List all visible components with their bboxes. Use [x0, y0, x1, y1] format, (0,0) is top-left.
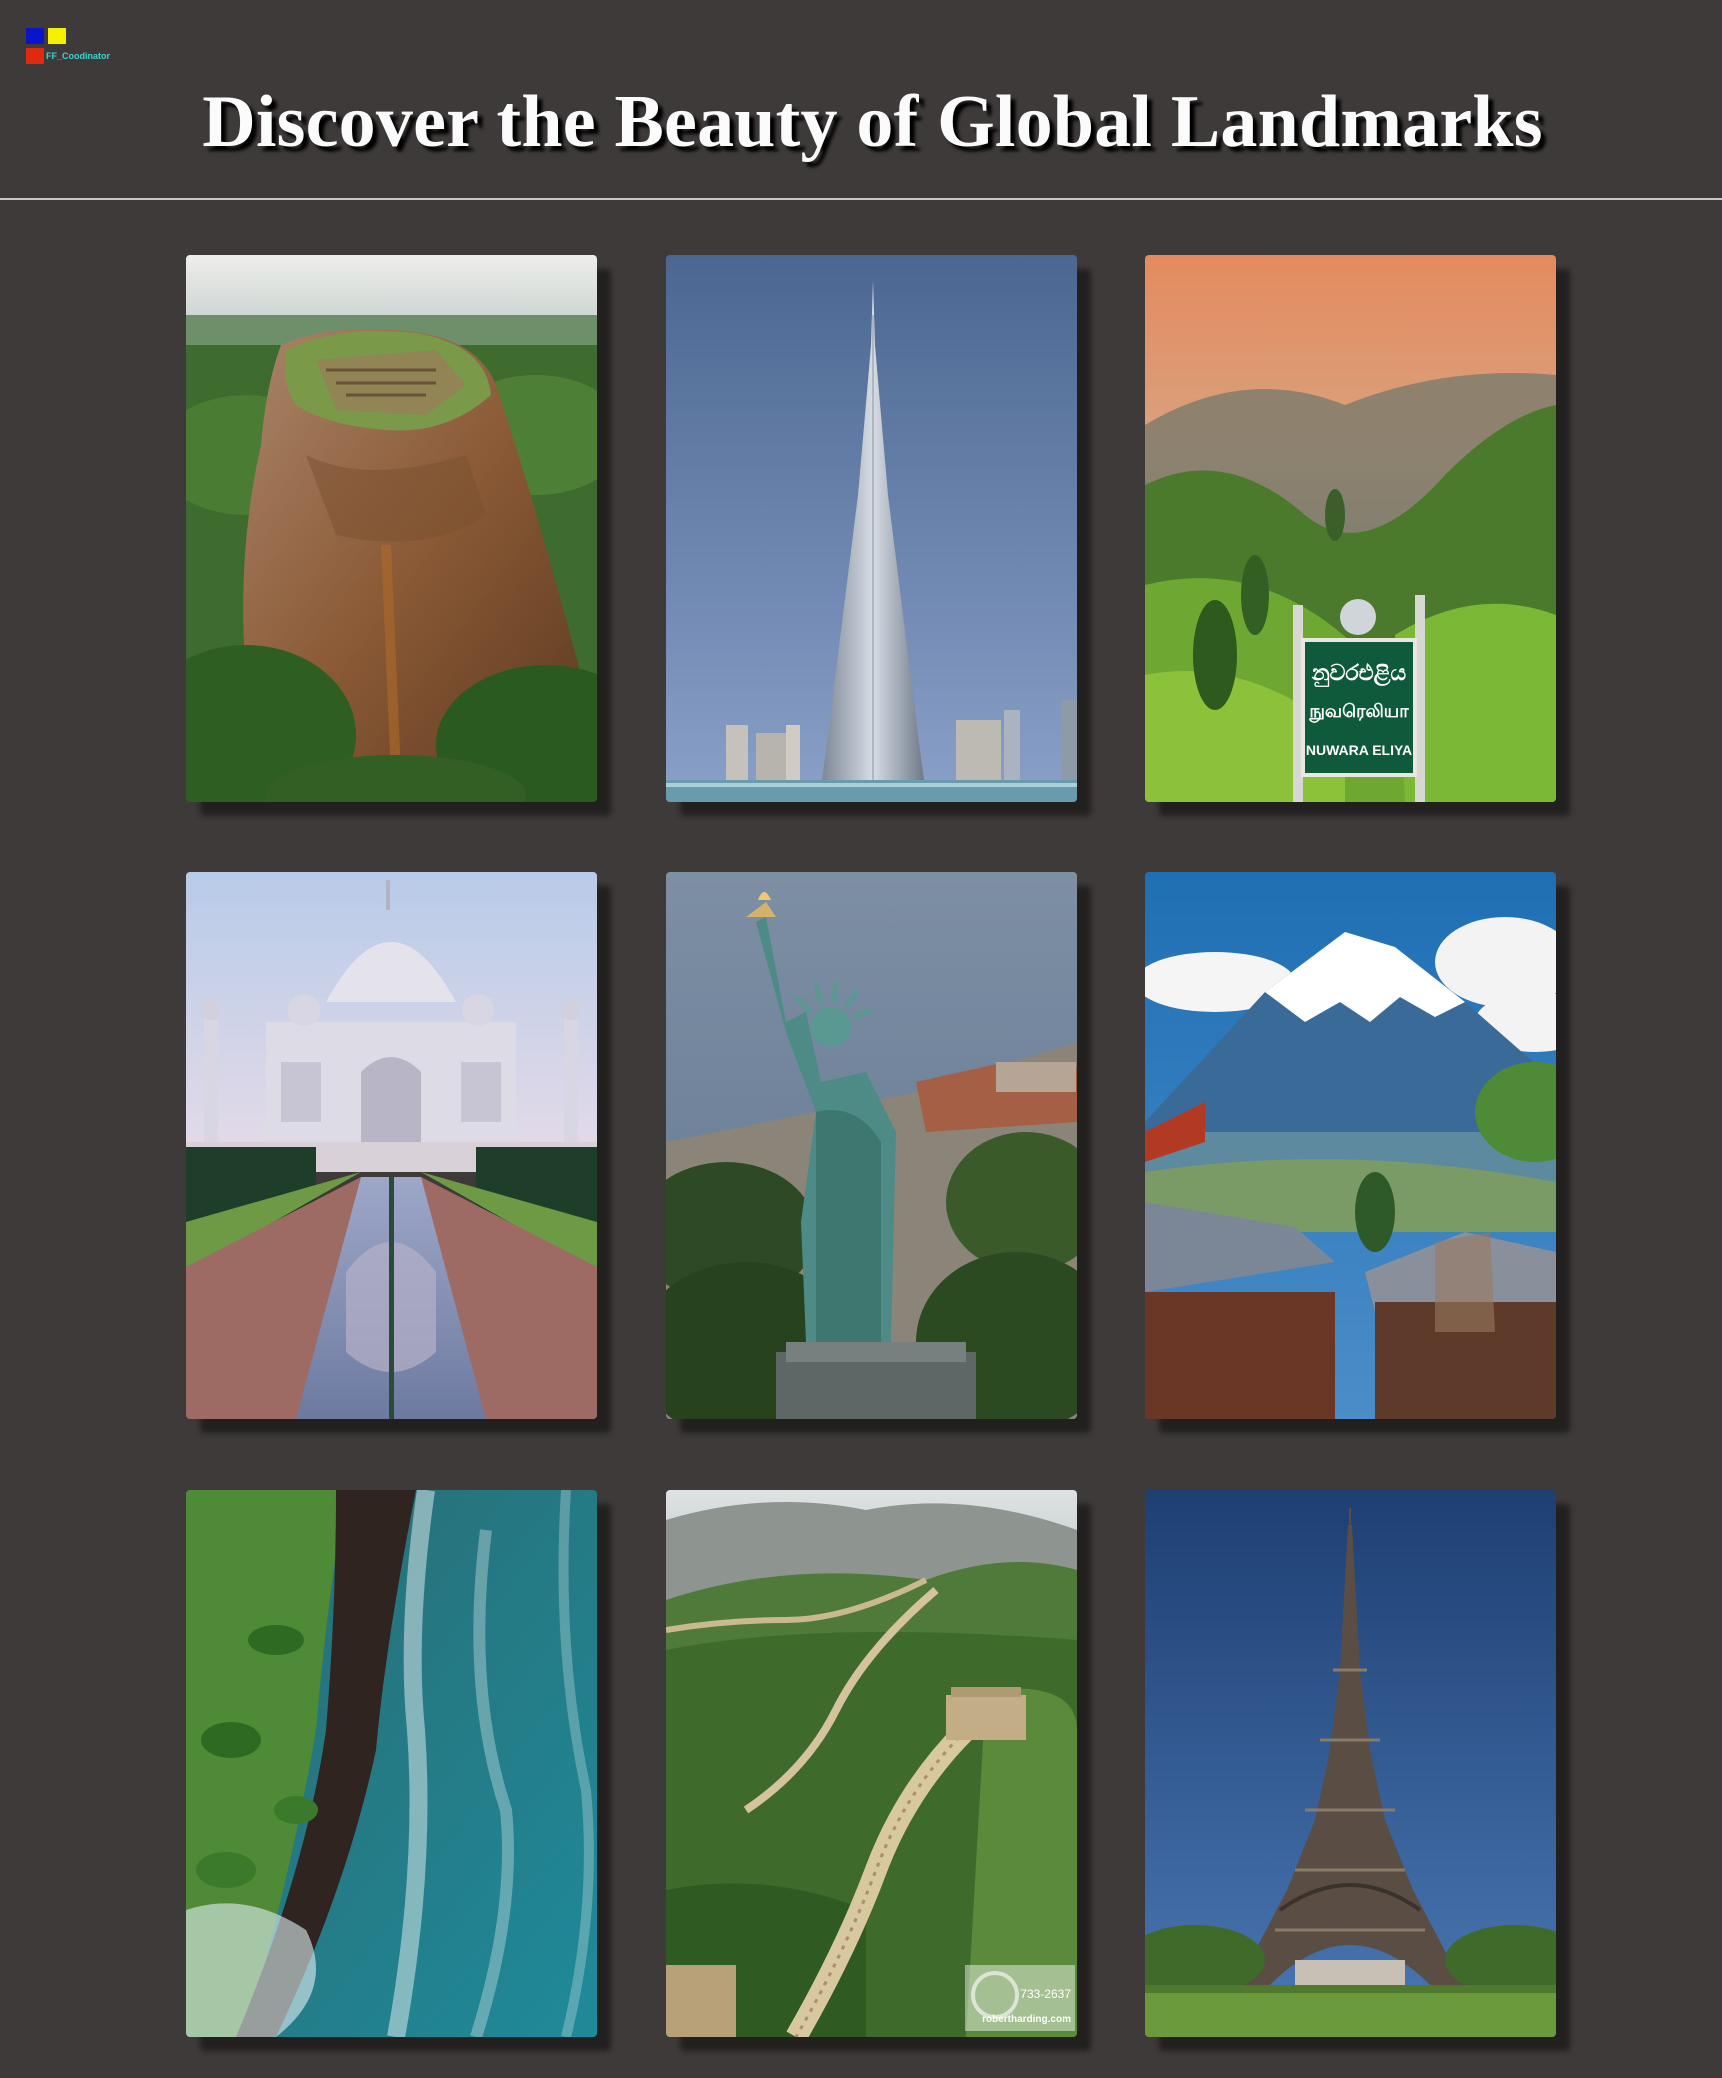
nuwara-eliya-image: නුවරඑළිය நுவரெலியா NUWARA ELIYA	[1145, 255, 1556, 802]
statue-of-liberty-image	[666, 872, 1077, 1419]
landmark-gallery: නුවරඑළිය நுவரெலியா NUWARA ELIYA	[186, 255, 1556, 2037]
landmark-card-burj-khalifa[interactable]	[666, 255, 1077, 802]
great-wall-image	[666, 1490, 1077, 2037]
coastline-image	[186, 1490, 597, 2037]
page-title: Discover the Beauty of Global Landmarks	[202, 81, 1543, 163]
sign-line-2: நுவரெலியா	[1308, 701, 1409, 723]
landmark-card-great-wall[interactable]: 733-2637 robertharding.com	[666, 1490, 1077, 2037]
sigiriya-image	[186, 255, 597, 802]
burj-khalifa-image	[666, 255, 1077, 802]
watermark-code: 733-2637	[1020, 1987, 1071, 2001]
mount-fuji-image	[1145, 872, 1556, 1419]
taj-mahal-image	[186, 872, 597, 1419]
logo-square-blue	[26, 28, 44, 44]
eiffel-tower-image	[1145, 1490, 1556, 2037]
landmark-card-statue-of-liberty[interactable]	[666, 872, 1077, 1419]
header-divider	[0, 198, 1722, 200]
watermark-site: robertharding.com	[982, 2014, 1071, 2025]
landmark-card-mount-fuji[interactable]	[1145, 872, 1556, 1419]
app-logo: FF_Coodinator	[26, 26, 146, 66]
landmark-card-sigiriya[interactable]	[186, 255, 597, 802]
sign-line-1: නුවරඑළිය	[1311, 660, 1407, 688]
watermark-logo-icon	[971, 1971, 1019, 2019]
landmark-card-eiffel-tower[interactable]	[1145, 1490, 1556, 2037]
landmark-card-taj-mahal[interactable]	[186, 872, 597, 1419]
sign-line-3: NUWARA ELIYA	[1306, 742, 1412, 758]
image-watermark: 733-2637 robertharding.com	[965, 1965, 1075, 2031]
landmark-card-coastline[interactable]	[186, 1490, 597, 2037]
logo-square-red	[26, 48, 44, 64]
logo-square-yellow	[48, 28, 66, 44]
landmark-card-nuwara-eliya[interactable]: නුවරඑළිය நுவரெலியா NUWARA ELIYA	[1145, 255, 1556, 802]
logo-text: FF_Coodinator	[46, 51, 110, 61]
